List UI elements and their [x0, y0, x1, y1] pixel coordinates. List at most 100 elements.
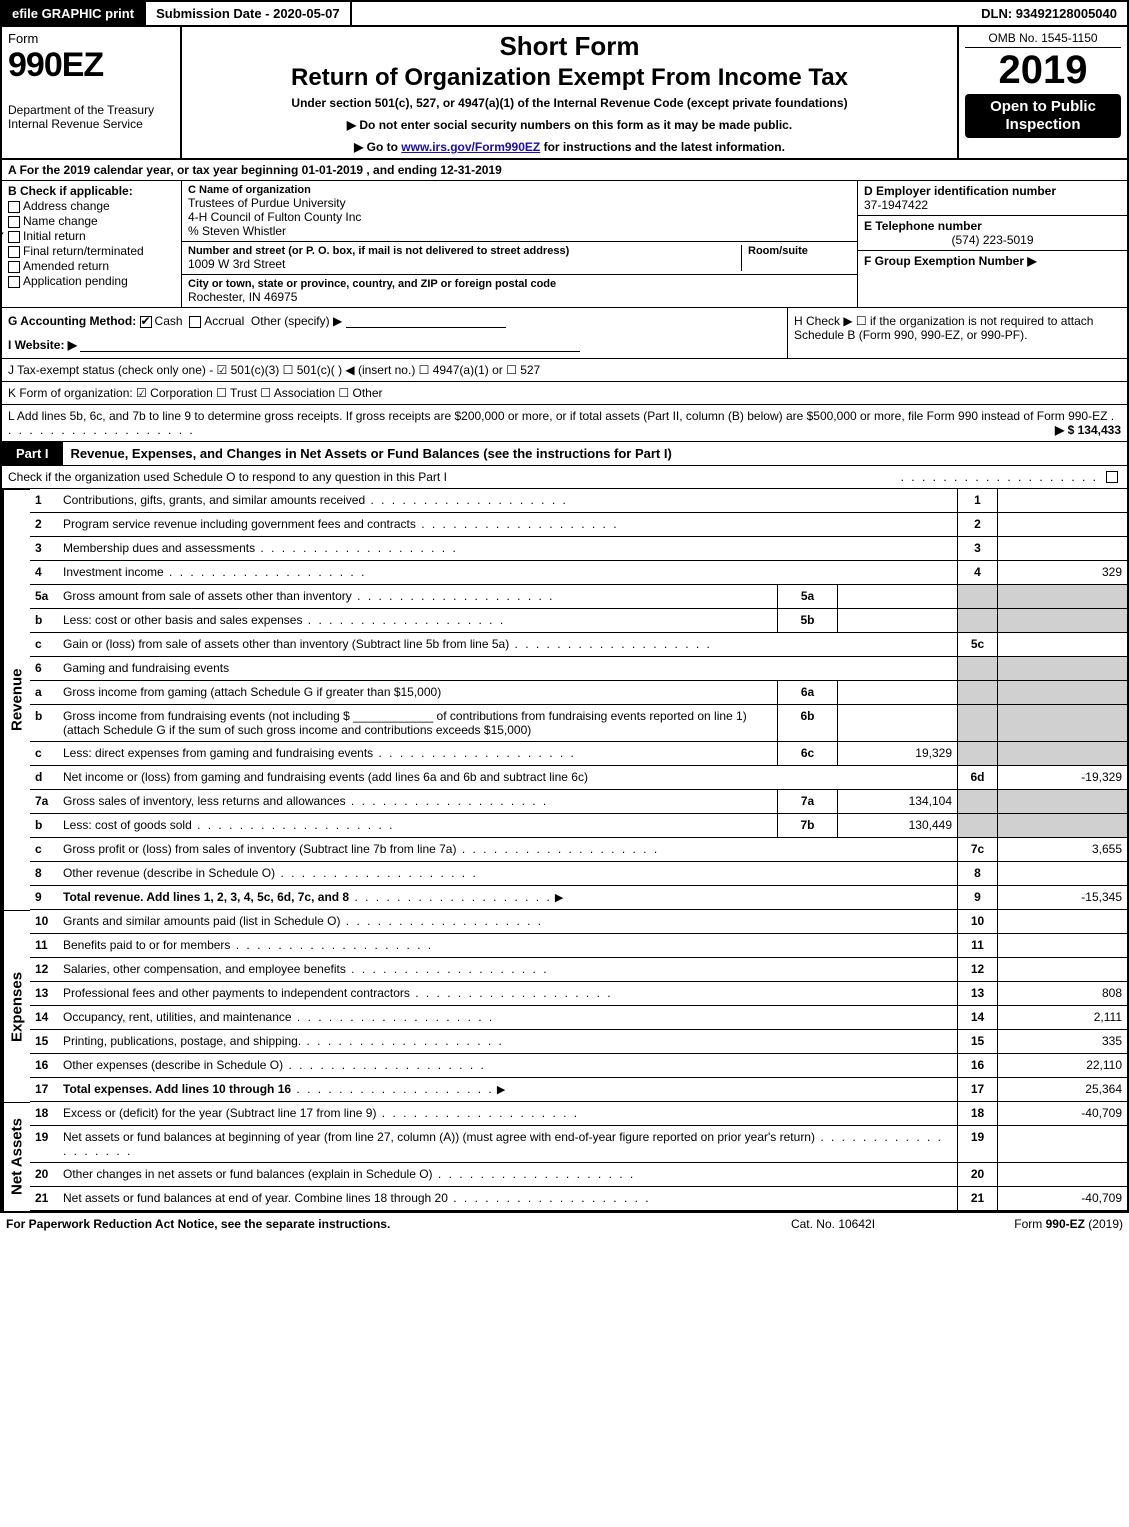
r2-num: 2 — [30, 513, 58, 537]
r5b-rn — [957, 609, 997, 633]
irs-link[interactable]: www.irs.gov/Form990EZ — [401, 140, 540, 154]
r6a-rn — [957, 681, 997, 705]
r19-desc: Net assets or fund balances at beginning… — [58, 1126, 957, 1163]
website-input[interactable] — [80, 338, 580, 352]
r9-desc: Total revenue. Add lines 1, 2, 3, 4, 5c,… — [58, 886, 957, 910]
line-l: L Add lines 5b, 6c, and 7b to line 9 to … — [0, 405, 1129, 442]
note-ssn: ▶ Do not enter social security numbers o… — [190, 118, 949, 132]
chk-amended-return[interactable]: Amended return — [8, 259, 175, 273]
col-b: B Check if applicable: Address change Na… — [2, 181, 182, 307]
r15-rn: 15 — [957, 1030, 997, 1054]
line-a-text: For the 2019 calendar year, or tax year … — [20, 163, 502, 177]
g-accrual: Accrual — [204, 314, 244, 328]
chk-accrual[interactable] — [189, 316, 201, 328]
r6-rv — [997, 657, 1127, 681]
r11-rv — [997, 934, 1127, 958]
r6c-num: c — [30, 742, 58, 766]
r17-rn: 17 — [957, 1078, 997, 1102]
r5a-sv — [837, 585, 957, 609]
part-i-header: Part I Revenue, Expenses, and Changes in… — [0, 442, 1129, 466]
l-text: L Add lines 5b, 6c, and 7b to line 9 to … — [8, 409, 1107, 423]
r7c-rv: 3,655 — [997, 838, 1127, 862]
r19-num: 19 — [30, 1126, 58, 1163]
r10-rv — [997, 910, 1127, 934]
r6c-sv: 19,329 — [837, 742, 957, 766]
top-bar: efile GRAPHIC print Submission Date - 20… — [0, 0, 1129, 27]
netassets-grid: Net Assets 18 Excess or (deficit) for th… — [0, 1102, 1129, 1211]
r5c-rv — [997, 633, 1127, 657]
title-short-form: Short Form — [190, 31, 949, 62]
c-name-label: C Name of organization — [188, 184, 851, 196]
r7a-sv: 134,104 — [837, 790, 957, 814]
r6d-num: d — [30, 766, 58, 790]
d-label: D Employer identification number — [864, 184, 1121, 198]
chk-final-return[interactable]: Final return/terminated — [8, 244, 175, 258]
r6b-rv — [997, 705, 1127, 742]
r1-rv — [997, 489, 1127, 513]
r7a-desc: Gross sales of inventory, less returns a… — [58, 790, 777, 814]
r6b-sn: 6b — [777, 705, 837, 742]
r7a-sn: 7a — [777, 790, 837, 814]
r7c-num: c — [30, 838, 58, 862]
r18-rn: 18 — [957, 1102, 997, 1126]
r6b-desc: Gross income from fundraising events (no… — [58, 705, 777, 742]
chk-address-change[interactable]: Address change — [8, 199, 175, 213]
org-care-of: % Steven Whistler — [188, 224, 851, 238]
footer-left: For Paperwork Reduction Act Notice, see … — [6, 1217, 743, 1231]
r18-num: 18 — [30, 1102, 58, 1126]
r17-rv: 25,364 — [997, 1078, 1127, 1102]
r21-rv: -40,709 — [997, 1187, 1127, 1211]
department-label: Department of the Treasury — [8, 103, 174, 117]
r16-desc: Other expenses (describe in Schedule O) — [58, 1054, 957, 1078]
r13-num: 13 — [30, 982, 58, 1006]
r18-rv: -40,709 — [997, 1102, 1127, 1126]
r6a-sn: 6a — [777, 681, 837, 705]
r11-rn: 11 — [957, 934, 997, 958]
block-bcdef: B Check if applicable: Address change Na… — [0, 181, 1129, 308]
g-other-input[interactable] — [346, 314, 506, 328]
e-label: E Telephone number — [864, 219, 1121, 233]
r10-rn: 10 — [957, 910, 997, 934]
expenses-grid: Expenses 10 Grants and similar amounts p… — [0, 910, 1129, 1102]
chk-name-change[interactable]: Name change — [8, 214, 175, 228]
r6-desc: Gaming and fundraising events — [58, 657, 957, 681]
g-label: G Accounting Method: — [8, 314, 136, 328]
chk-initial-return[interactable]: Initial return — [8, 229, 175, 243]
r16-rv: 22,110 — [997, 1054, 1127, 1078]
r3-desc: Membership dues and assessments — [58, 537, 957, 561]
d-ein: D Employer identification number 37-1947… — [858, 181, 1127, 216]
dln-label: DLN: 93492128005040 — [971, 2, 1127, 25]
r5c-desc: Gain or (loss) from sale of assets other… — [58, 633, 957, 657]
r18-desc: Excess or (deficit) for the year (Subtra… — [58, 1102, 957, 1126]
r6b-sv — [837, 705, 957, 742]
r5a-sn: 5a — [777, 585, 837, 609]
r21-desc: Net assets or fund balances at end of ye… — [58, 1187, 957, 1211]
r19-rn: 19 — [957, 1126, 997, 1163]
part-i-checkbox[interactable] — [1106, 471, 1118, 483]
r6c-rn — [957, 742, 997, 766]
e-phone: E Telephone number (574) 223-5019 — [858, 216, 1127, 251]
efile-print-button[interactable]: efile GRAPHIC print — [2, 2, 146, 25]
g-other: Other (specify) ▶ — [251, 314, 342, 328]
note-goto-post: for instructions and the latest informat… — [544, 140, 785, 154]
r21-num: 21 — [30, 1187, 58, 1211]
header-center: Short Form Return of Organization Exempt… — [182, 27, 957, 158]
r1-rn: 1 — [957, 489, 997, 513]
irs-label: Internal Revenue Service — [8, 117, 174, 131]
r5b-num: b — [30, 609, 58, 633]
r3-num: 3 — [30, 537, 58, 561]
submission-date-button[interactable]: Submission Date - 2020-05-07 — [146, 2, 352, 25]
chk-cash[interactable] — [140, 316, 152, 328]
r20-rv — [997, 1163, 1127, 1187]
c-name-row: C Name of organization Trustees of Purdu… — [182, 181, 857, 242]
r4-rv: 329 — [997, 561, 1127, 585]
room-label: Room/suite — [748, 245, 851, 257]
r12-rv — [997, 958, 1127, 982]
street-label: Number and street (or P. O. box, if mail… — [188, 245, 741, 257]
r7b-rn — [957, 814, 997, 838]
chk-application-pending[interactable]: Application pending — [8, 274, 175, 288]
r5b-rv — [997, 609, 1127, 633]
part-i-check-text: Check if the organization used Schedule … — [8, 470, 901, 484]
footer-center: Cat. No. 10642I — [743, 1217, 923, 1231]
r6a-num: a — [30, 681, 58, 705]
